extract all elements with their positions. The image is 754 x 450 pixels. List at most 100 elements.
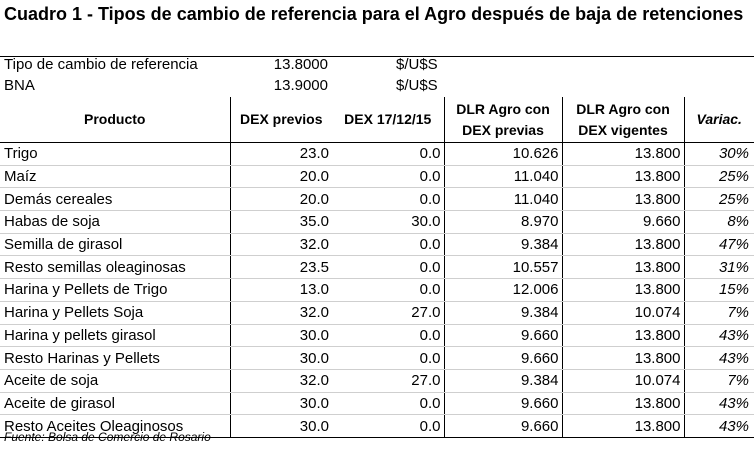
cell-variacion: 47%: [683, 233, 754, 257]
cell-variacion: 25%: [683, 187, 754, 212]
cell-producto: Aceite de soja: [0, 369, 230, 393]
cell-producto: Harina y pellets girasol: [0, 324, 230, 348]
cell-dlr-dex-previas: 8.970: [443, 210, 562, 234]
cell-producto: Trigo: [0, 142, 230, 166]
cell-dlr-dex-previas: 9.660: [443, 324, 562, 348]
cell-dex-17-12-15: 0.0: [332, 392, 444, 416]
header-producto: Producto: [0, 97, 230, 143]
cell-dex-17-12-15: 0.0: [332, 346, 444, 370]
cell-dlr-dex-previas: 9.384: [443, 301, 562, 325]
table-row: Aceite de girasol 30.0 0.0 9.660 13.800 43%: [0, 392, 754, 416]
source-note: Fuente: Bolsa de Comercio de Rosario: [4, 430, 211, 444]
title-divider: [0, 56, 754, 57]
cell-dex-previos: 20.0: [229, 187, 332, 212]
cell-producto: Resto semillas oleaginosas: [0, 255, 230, 280]
cell-producto: Harina y Pellets de Trigo: [0, 278, 230, 302]
reference-row-tipo-cambio: Tipo de cambio de referencia 13.8000 $/U…: [0, 55, 754, 75]
cell-dlr-dex-vigentes: 9.660: [561, 210, 684, 234]
header-dex-previos: DEX previos: [229, 97, 332, 143]
cell-producto: Semilla de girasol: [0, 233, 230, 257]
cell-dlr-dex-previas: 11.040: [443, 165, 562, 189]
cell-dlr-dex-previas: 10.557: [443, 255, 562, 280]
cell-dex-previos: 20.0: [229, 165, 332, 189]
cell-producto: Maíz: [0, 165, 230, 189]
cell-dex-17-12-15: 0.0: [332, 414, 444, 438]
cell-dex-17-12-15: 0.0: [332, 324, 444, 348]
cell-dex-previos: 30.0: [229, 392, 332, 416]
cell-variacion: 15%: [683, 278, 754, 302]
cell-dlr-dex-vigentes: 13.800: [561, 142, 684, 166]
table-header-row: Producto DEX previos DEX 17/12/15 DLR Ag…: [0, 97, 754, 143]
cell-dlr-dex-vigentes: 13.800: [561, 187, 684, 212]
table-row: Habas de soja 35.0 30.0 8.970 9.660 8%: [0, 210, 754, 234]
table-row: Semilla de girasol 32.0 0.0 9.384 13.800 47%: [0, 233, 754, 257]
cell-dlr-dex-previas: 9.660: [443, 392, 562, 416]
cell-variacion: 8%: [683, 210, 754, 234]
cell-dex-17-12-15: 0.0: [332, 255, 444, 280]
cell-variacion: 31%: [683, 255, 754, 280]
table-row: Resto semillas oleaginosas 23.5 0.0 10.557 1…: [0, 255, 754, 280]
cell-dlr-dex-vigentes: 13.800: [561, 414, 684, 438]
cell-dex-previos: 23.5: [229, 255, 332, 280]
table-row: Demás cereales 20.0 0.0 11.040 13.800 25%: [0, 187, 754, 212]
cell-dex-previos: 35.0: [229, 210, 332, 234]
cell-dlr-dex-vigentes: 13.800: [561, 233, 684, 257]
cell-dex-previos: 30.0: [229, 324, 332, 348]
header-dlr-dex-previas: DLR Agro con DEX previas: [443, 97, 562, 143]
cell-variacion: 7%: [683, 301, 754, 325]
cell-dex-17-12-15: 0.0: [332, 142, 444, 166]
cell-dex-previos: 30.0: [229, 346, 332, 370]
cell-dlr-dex-previas: 9.660: [443, 346, 562, 370]
cell-dex-previos: 13.0: [229, 278, 332, 302]
cell-producto: Demás cereales: [0, 187, 230, 212]
header-dex-17-12-15: DEX 17/12/15: [332, 97, 444, 143]
cell-dex-17-12-15: 0.0: [332, 233, 444, 257]
cell-dlr-dex-vigentes: 13.800: [561, 165, 684, 189]
table-row: Resto Aceites Oleaginosos 30.0 0.0 9.660 13.…: [0, 414, 754, 438]
reference-unit: $/U$S: [396, 56, 438, 73]
table-row: Harina y Pellets Soja 32.0 27.0 9.384 10.074…: [0, 301, 754, 325]
table-row: Trigo 23.0 0.0 10.626 13.800 30%: [0, 142, 754, 166]
header-variacion: Variac.: [683, 97, 754, 143]
cell-dex-17-12-15: 0.0: [332, 278, 444, 302]
cell-dlr-dex-previas: 9.660: [443, 414, 562, 438]
cell-variacion: 25%: [683, 165, 754, 189]
table-row: Aceite de soja 32.0 27.0 9.384 10.074 7%: [0, 369, 754, 393]
cell-variacion: 43%: [683, 414, 754, 438]
reference-label: Tipo de cambio de referencia: [4, 56, 198, 73]
cell-variacion: 43%: [683, 392, 754, 416]
cell-dex-previos: 32.0: [229, 301, 332, 325]
cell-producto: Resto Aceites Oleaginosos: [0, 414, 230, 438]
cell-dlr-dex-previas: 9.384: [443, 369, 562, 393]
table-row: Resto Harinas y Pellets 30.0 0.0 9.660 13.80…: [0, 346, 754, 370]
cell-dlr-dex-vigentes: 13.800: [561, 255, 684, 280]
cell-dlr-dex-previas: 9.384: [443, 233, 562, 257]
cell-variacion: 7%: [683, 369, 754, 393]
reference-value: 13.8000: [273, 56, 328, 73]
cell-dlr-dex-previas: 11.040: [443, 187, 562, 212]
cell-variacion: 43%: [683, 324, 754, 348]
reference-unit: $/U$S: [396, 77, 438, 94]
exchange-rate-table: Producto DEX previos DEX 17/12/15 DLR Ag…: [0, 97, 754, 438]
table-title: Cuadro 1 - Tipos de cambio de referencia…: [4, 4, 744, 24]
cell-dlr-dex-vigentes: 10.074: [561, 369, 684, 393]
cell-dex-17-12-15: 0.0: [332, 187, 444, 212]
cell-dlr-dex-vigentes: 13.800: [561, 324, 684, 348]
reference-row-bna: BNA 13.9000 $/U$S: [0, 76, 754, 96]
cell-producto: Habas de soja: [0, 210, 230, 234]
cell-dlr-dex-vigentes: 10.074: [561, 301, 684, 325]
cell-dlr-dex-vigentes: 13.800: [561, 346, 684, 370]
table-row: Harina y Pellets de Trigo 13.0 0.0 12.006 13…: [0, 278, 754, 302]
cell-dex-previos: 30.0: [229, 414, 332, 438]
cell-dlr-dex-previas: 10.626: [443, 142, 562, 166]
cell-dex-17-12-15: 0.0: [332, 165, 444, 189]
cell-dex-previos: 23.0: [229, 142, 332, 166]
cell-producto: Resto Harinas y Pellets: [0, 346, 230, 370]
cell-dlr-dex-vigentes: 13.800: [561, 278, 684, 302]
cell-dex-17-12-15: 30.0: [332, 210, 444, 234]
cell-dex-17-12-15: 27.0: [332, 301, 444, 325]
cell-dex-previos: 32.0: [229, 369, 332, 393]
cell-dex-17-12-15: 27.0: [332, 369, 444, 393]
cell-producto: Harina y Pellets Soja: [0, 301, 230, 325]
